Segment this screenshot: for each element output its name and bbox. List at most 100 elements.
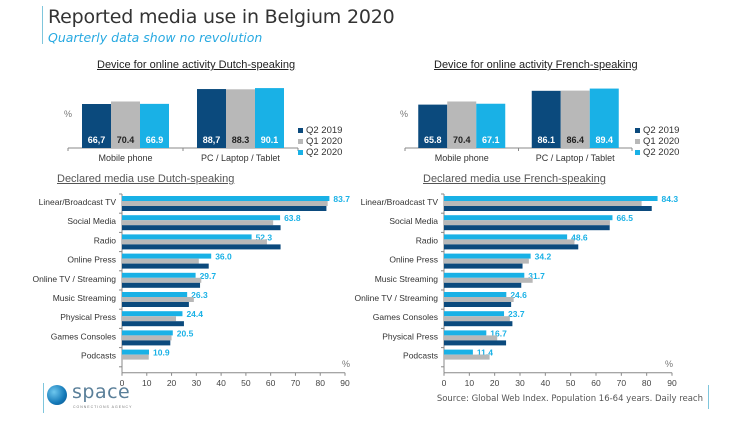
bar-q2-2019 (531, 90, 561, 148)
legend-swatch (298, 128, 303, 133)
bar-q2-2020 (122, 272, 196, 278)
bar-q2-2019 (444, 302, 512, 307)
bar-q2-2020 (122, 330, 173, 336)
bar-q1-2020 (444, 239, 575, 245)
source-accent-line (708, 385, 709, 409)
bar-q2-2020 (444, 292, 507, 297)
bar-q1-2020 (111, 101, 140, 148)
x-tick-label: 40 (216, 378, 226, 388)
x-tick-label: 80 (642, 378, 652, 388)
chart-title-device-french: Device for online activity French-speaki… (434, 59, 638, 71)
bar-q2-2020 (122, 234, 252, 240)
bar-value-label: 88.3 (232, 135, 250, 145)
bar-q2-2019 (122, 340, 171, 346)
category-label: Social Media (67, 216, 116, 226)
bar-q2-2019 (444, 321, 513, 327)
logo-globe-icon (47, 385, 67, 405)
category-label: Online Press (389, 255, 438, 265)
bar-value-label: 29.7 (200, 271, 217, 281)
category-label: Podcasts (403, 351, 438, 361)
bar-q2-2019 (122, 206, 327, 211)
bar-q2-2020 (444, 330, 487, 336)
bar-value-label: 23.7 (508, 309, 525, 319)
bar-q2-2019 (122, 244, 281, 250)
bar-q1-2020 (122, 201, 328, 206)
bar-q2-2019 (197, 89, 226, 148)
bar-q1-2020 (444, 316, 510, 322)
bar-q2-2019 (122, 282, 201, 288)
bar-q2-2019 (122, 263, 209, 269)
category-label: Physical Press (60, 312, 116, 322)
x-tick-label: 30 (515, 378, 525, 388)
bar-q2-2020 (444, 253, 531, 259)
category-label: Podcasts (81, 351, 116, 361)
bar-value-label: 88,7 (203, 135, 221, 145)
x-tick-label: PC / Laptop / Tablet (536, 153, 615, 163)
bar-value-label: 90.1 (261, 135, 279, 145)
page-subtitle: Quarterly data show no revolution (48, 30, 263, 45)
space-logo: space CONNECTIONS AGENCY (43, 381, 147, 413)
chart-title-device-dutch: Device for online activity Dutch-speakin… (97, 59, 296, 71)
bar-q2-2020 (122, 196, 330, 201)
category-label: Physical Press (382, 331, 438, 341)
bar-q2-2020 (122, 253, 212, 259)
x-tick-label: 60 (266, 378, 276, 388)
bar-q1-2020 (226, 89, 255, 148)
bar-q2-2020 (122, 215, 281, 221)
bar-q2-2019 (122, 302, 189, 307)
bar-value-label: 86.1 (537, 135, 555, 145)
x-tick-label: Mobile phone (98, 153, 152, 163)
bar-value-label: 52.3 (256, 232, 273, 242)
x-axis-unit-label: % (342, 359, 350, 369)
bar-value-label: 11.4 (477, 348, 493, 358)
category-label: Radio (94, 235, 116, 245)
x-tick-label: 20 (167, 378, 177, 388)
bar-value-label: 24.6 (510, 290, 527, 300)
category-label: Online TV / Streaming (355, 293, 439, 303)
bar-q2-2019 (444, 282, 522, 288)
x-tick-label: 80 (315, 378, 325, 388)
x-tick-label: 70 (617, 378, 627, 388)
bar-q1-2020 (560, 90, 590, 148)
y-axis-label: % (400, 109, 408, 119)
bar-value-label: 84.3 (662, 194, 679, 204)
x-tick-label: 0 (442, 378, 447, 388)
bar-value-label: 10.9 (153, 348, 170, 358)
chart-title-media-dutch: Declared media use Dutch-speaking (57, 173, 235, 185)
bar-q1-2020 (122, 239, 267, 245)
bar-q2-2020 (140, 103, 169, 148)
bar-value-label: 48.6 (571, 232, 588, 242)
bar-value-label: 66.5 (616, 213, 633, 223)
bar-q2-2020 (122, 349, 150, 355)
bar-value-label: 24.4 (186, 309, 203, 319)
source-note: Source: Global Web Index. Population 16-… (436, 394, 703, 404)
bar-q1-2020 (444, 297, 514, 302)
legend-label: Q2 2019 (643, 125, 679, 136)
category-label: Linear/Broadcast TV (361, 197, 439, 207)
bar-q1-2020 (447, 101, 477, 148)
bar-q2-2019 (122, 225, 281, 231)
bar-q1-2020 (444, 335, 498, 341)
bar-value-label: 20.5 (177, 328, 194, 338)
bar-q1-2020 (122, 335, 172, 341)
bar-q2-2019 (444, 340, 507, 346)
bar-value-label: 67.1 (482, 135, 500, 145)
bar-q1-2020 (122, 220, 274, 226)
bar-value-label: 34.2 (535, 252, 552, 262)
bar-q1-2020 (122, 316, 177, 322)
bar-q1-2020 (122, 258, 199, 264)
bar-value-label: 86.4 (566, 135, 584, 145)
legend-swatch (298, 139, 303, 144)
logo-tagline: CONNECTIONS AGENCY (73, 405, 133, 409)
bar-q1-2020 (122, 354, 149, 360)
bar-q2-2019 (444, 263, 523, 269)
bar-q2-2019 (444, 225, 610, 231)
x-tick-label: Mobile phone (435, 153, 489, 163)
x-tick-label: 90 (340, 378, 350, 388)
legend-label: Q1 2020 (643, 136, 679, 147)
bar-q1-2020 (444, 220, 610, 226)
category-label: Radio (416, 235, 438, 245)
bar-q2-2020 (444, 234, 568, 240)
x-tick-label: 40 (541, 378, 551, 388)
